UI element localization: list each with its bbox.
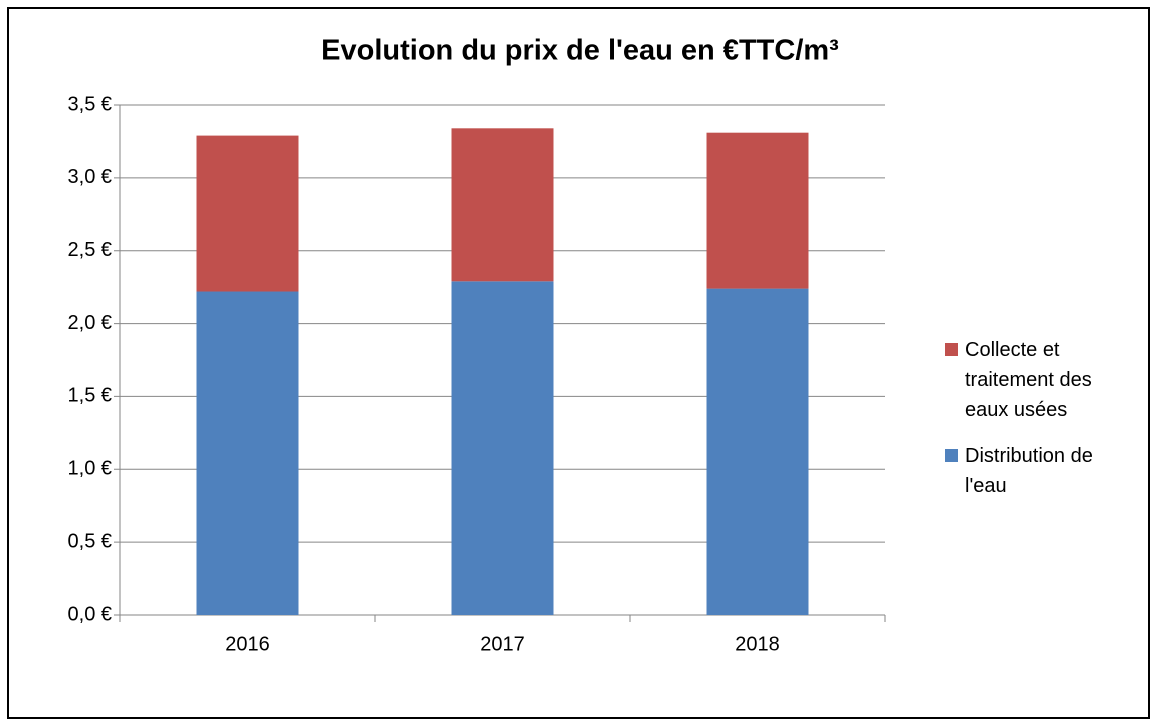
bar-segment <box>706 288 809 615</box>
y-tick-label: 3,0 € <box>68 166 112 188</box>
y-tick-label: 2,5 € <box>68 239 112 261</box>
y-tick-label: 3,5 € <box>68 93 112 115</box>
y-tick-label: 1,5 € <box>68 385 112 407</box>
y-tick-label: 0,5 € <box>68 530 112 552</box>
y-tick-label: 1,0 € <box>68 458 112 480</box>
y-tick-label: 2,0 € <box>68 312 112 334</box>
bar-segment <box>196 291 299 615</box>
x-tick-label: 2018 <box>735 633 780 655</box>
legend-label: Collecte et traitement des eaux usées <box>965 339 1092 421</box>
bar-segment <box>196 135 299 292</box>
bar-segment <box>451 128 554 282</box>
legend-label: Distribution de l'eau <box>965 445 1093 497</box>
x-tick-label: 2016 <box>225 633 270 655</box>
bar-segment <box>451 281 554 615</box>
legend-item: Distribution de l'eau <box>945 441 1135 501</box>
legend-item: Collecte et traitement des eaux usées <box>945 335 1135 425</box>
legend-swatch <box>945 343 958 356</box>
x-tick-label: 2017 <box>480 633 525 655</box>
y-tick-label: 0,0 € <box>68 603 112 625</box>
chart-title: Evolution du prix de l'eau en €TTC/m³ <box>321 35 839 67</box>
bar-segment <box>706 132 809 289</box>
legend-swatch <box>945 449 958 462</box>
